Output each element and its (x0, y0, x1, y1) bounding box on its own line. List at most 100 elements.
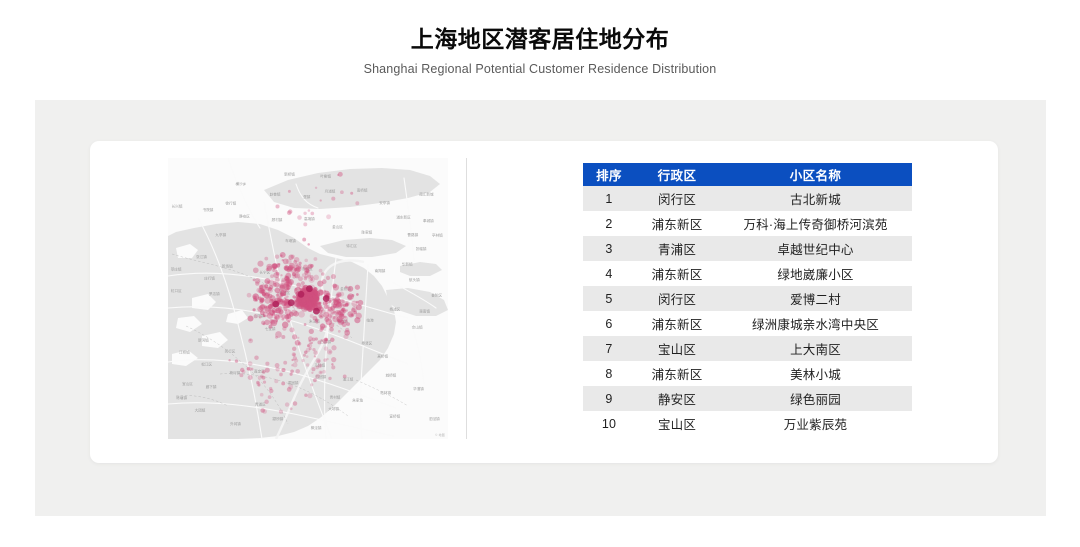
cell-community: 万科·海上传奇御桥河滨苑 (719, 211, 912, 236)
cell-rank: 1 (583, 186, 635, 211)
cell-district: 静安区 (635, 386, 719, 411)
cell-district: 青浦区 (635, 236, 719, 261)
svg-text:青浦区: 青浦区 (255, 402, 266, 407)
svg-text:南翔镇: 南翔镇 (375, 268, 386, 273)
cell-community: 绿色丽园 (719, 386, 912, 411)
svg-text:泗泾镇: 泗泾镇 (429, 416, 440, 421)
cell-rank: 8 (583, 361, 635, 386)
svg-text:高桥镇: 高桥镇 (377, 354, 388, 359)
svg-text:书院镇: 书院镇 (203, 207, 214, 212)
table-row[interactable]: 1 闵行区 古北新城 (583, 186, 912, 211)
svg-text:奉贤区: 奉贤区 (362, 341, 373, 346)
svg-text:嘉定区: 嘉定区 (254, 369, 265, 374)
svg-text:黄浦区: 黄浦区 (279, 290, 290, 295)
svg-text:山阳镇: 山阳镇 (254, 313, 265, 318)
svg-text:练塘镇: 练塘镇 (176, 395, 187, 400)
svg-text:马陆镇: 马陆镇 (314, 363, 325, 368)
shanghai-density-map[interactable]: 崇明区横沙乡长兴镇陈家镇城桥镇堡镇新河镇宝山区罗店镇顾村镇大场镇月浦镇杨行镇高境… (168, 158, 448, 439)
cell-community: 卓越世纪中心 (719, 236, 912, 261)
svg-text:外冈镇: 外冈镇 (230, 421, 241, 426)
svg-text:月浦镇: 月浦镇 (325, 189, 336, 194)
svg-text:新河镇: 新河镇 (198, 338, 209, 343)
map-container[interactable]: 崇明区横沙乡长兴镇陈家镇城桥镇堡镇新河镇宝山区罗店镇顾村镇大场镇月浦镇杨行镇高境… (168, 158, 448, 439)
page-title: 上海地区潜客居住地分布 (410, 26, 670, 52)
svg-text:浦东新区: 浦东新区 (396, 214, 411, 219)
svg-text:枫泾镇: 枫泾镇 (311, 425, 322, 430)
svg-text:颛桥镇: 颛桥镇 (273, 416, 284, 421)
table-row[interactable]: 2 浦东新区 万科·海上传奇御桥河滨苑 (583, 211, 912, 236)
svg-text:赵巷镇: 赵巷镇 (270, 192, 281, 197)
svg-text:长兴镇: 长兴镇 (172, 204, 183, 209)
svg-text:四团镇: 四团镇 (316, 374, 327, 379)
cell-rank: 7 (583, 336, 635, 361)
svg-text:堡镇: 堡镇 (303, 194, 311, 199)
svg-text:静安区: 静安区 (239, 213, 250, 218)
svg-text:松江区: 松江区 (201, 361, 212, 366)
table-row[interactable]: 3 青浦区 卓越世纪中心 (583, 236, 912, 261)
cell-district: 浦东新区 (635, 361, 719, 386)
svg-text:江桥镇: 江桥镇 (179, 350, 190, 355)
cell-district: 浦东新区 (635, 261, 719, 286)
svg-text:张江镇: 张江镇 (196, 254, 207, 259)
svg-text:庄行镇: 庄行镇 (204, 275, 215, 280)
svg-text:大团镇: 大团镇 (195, 408, 206, 413)
cell-rank: 2 (583, 211, 635, 236)
svg-text:高境镇: 高境镇 (304, 216, 315, 221)
ranking-table-wrapper: 排序 行政区 小区名称 1 闵行区 古北新城 2 浦东新区 万科·海上传奇御桥河滨苑 3 青浦… (583, 163, 912, 436)
svg-text:白鹤镇: 白鹤镇 (320, 339, 331, 344)
svg-text:南桥镇: 南桥镇 (357, 187, 368, 192)
cell-district: 宝山区 (635, 336, 719, 361)
svg-text:华漕镇: 华漕镇 (413, 386, 424, 391)
column-header-community[interactable]: 小区名称 (719, 163, 912, 186)
cell-district: 闵行区 (635, 186, 719, 211)
svg-text:新场镇: 新场镇 (222, 264, 233, 269)
table-row[interactable]: 10 宝山区 万业紫辰苑 (583, 411, 912, 436)
svg-text:普陀区: 普陀区 (431, 292, 442, 297)
panel-divider (466, 158, 467, 439)
svg-text:莘庄镇: 莘庄镇 (171, 266, 182, 271)
svg-text:徐汇区: 徐汇区 (346, 243, 357, 248)
svg-text:叶榭镇: 叶榭镇 (320, 174, 331, 179)
svg-text:廊下镇: 廊下镇 (206, 384, 217, 389)
svg-text:浦江镇: 浦江镇 (343, 377, 354, 382)
cell-community: 上大南区 (719, 336, 912, 361)
svg-text:九亭镇: 九亭镇 (215, 232, 226, 237)
column-header-district[interactable]: 行政区 (635, 163, 719, 186)
header: 上海地区潜客居住地分布 Shanghai Regional Potential … (0, 24, 1080, 78)
svg-text:金桥镇: 金桥镇 (340, 286, 351, 291)
svg-text:奉城镇: 奉城镇 (423, 218, 434, 223)
cell-community: 绿地崴廉小区 (719, 261, 912, 286)
svg-text:罗店镇: 罗店镇 (209, 291, 220, 296)
svg-text:大场镇: 大场镇 (328, 406, 339, 411)
svg-text:朱家角: 朱家角 (352, 397, 363, 402)
table-row[interactable]: 9 静安区 绿色丽园 (583, 386, 912, 411)
svg-text:虹口区: 虹口区 (171, 288, 182, 293)
table-row[interactable]: 6 浦东新区 绿洲康城亲水湾中央区 (583, 311, 912, 336)
table-head: 排序 行政区 小区名称 (583, 163, 912, 186)
svg-text:航头镇: 航头镇 (409, 277, 420, 282)
svg-text:南汇新城: 南汇新城 (419, 192, 434, 197)
svg-text:城桥镇: 城桥镇 (386, 372, 397, 377)
table-row[interactable]: 4 浦东新区 绿地崴廉小区 (583, 261, 912, 286)
table-row[interactable]: 7 宝山区 上大南区 (583, 336, 912, 361)
cell-district: 浦东新区 (635, 211, 719, 236)
svg-text:华新镇: 华新镇 (402, 262, 413, 267)
svg-text:闵行区: 闵行区 (225, 349, 236, 354)
cell-rank: 4 (583, 261, 635, 286)
svg-text:徐行镇: 徐行镇 (225, 201, 236, 206)
svg-text:朱泾镇: 朱泾镇 (309, 319, 320, 324)
column-header-rank[interactable]: 排序 (583, 163, 635, 186)
cell-rank: 6 (583, 311, 635, 336)
table-row[interactable]: 8 浦东新区 美林小城 (583, 361, 912, 386)
svg-text:临港: 临港 (367, 318, 375, 323)
cell-rank: 5 (583, 286, 635, 311)
svg-text:宝山区: 宝山区 (182, 381, 193, 386)
cell-community: 万业紫辰苑 (719, 411, 912, 436)
cell-district: 闵行区 (635, 286, 719, 311)
svg-text:顾村镇: 顾村镇 (272, 217, 283, 222)
cell-community: 美林小城 (719, 361, 912, 386)
svg-text:梅陇镇: 梅陇镇 (337, 319, 348, 324)
table-row[interactable]: 5 闵行区 爱博二村 (583, 286, 912, 311)
cell-community: 古北新城 (719, 186, 912, 211)
svg-text:青村镇: 青村镇 (330, 394, 341, 399)
